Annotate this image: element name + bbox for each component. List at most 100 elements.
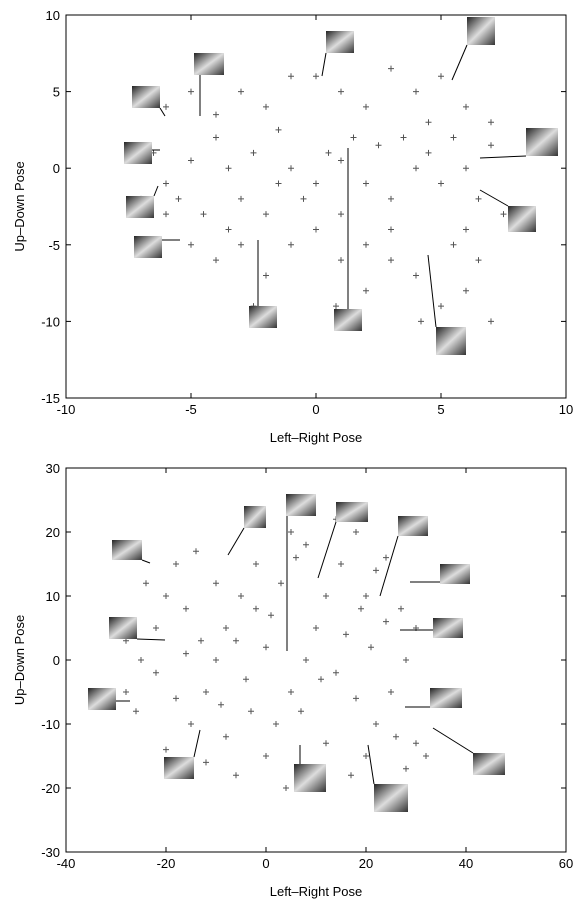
- point: [268, 612, 274, 619]
- point: [363, 241, 369, 248]
- x-tick-label: 10: [559, 402, 573, 417]
- face-thumbnail: [398, 516, 428, 536]
- point: [238, 593, 244, 599]
- point: [438, 303, 444, 310]
- point: [263, 272, 269, 279]
- leader-line: [427, 254, 437, 328]
- leader-line: [317, 521, 337, 579]
- point: [375, 142, 382, 149]
- point: [288, 241, 294, 248]
- y-tick-label: -5: [48, 238, 60, 253]
- point: [338, 211, 344, 218]
- point: [263, 103, 269, 110]
- point: [450, 134, 457, 141]
- point: [388, 689, 394, 695]
- point: [388, 226, 394, 233]
- point: [188, 88, 194, 95]
- point: [163, 746, 169, 753]
- y-tick-label: 5: [53, 85, 60, 100]
- point: [188, 241, 194, 248]
- point: [338, 157, 344, 164]
- point: [278, 580, 284, 587]
- point: [233, 772, 239, 779]
- point: [383, 554, 389, 561]
- face-thumbnail: [126, 196, 154, 218]
- point: [273, 721, 279, 727]
- point: [463, 165, 469, 172]
- point: [393, 733, 399, 740]
- point: [488, 119, 494, 126]
- point: [423, 753, 429, 759]
- leader-line: [227, 527, 245, 556]
- point: [175, 195, 182, 202]
- face-thumbnail: [334, 309, 362, 331]
- point: [463, 287, 469, 294]
- point: [288, 165, 294, 172]
- point: [363, 753, 369, 759]
- point: [213, 657, 219, 663]
- point: [188, 157, 194, 164]
- point: [323, 593, 329, 599]
- point: [200, 211, 207, 218]
- point: [338, 561, 344, 567]
- face-thumbnail: [467, 17, 495, 45]
- point: [463, 103, 469, 110]
- face-thumbnail: [526, 128, 558, 156]
- y-tick-label: -10: [41, 314, 60, 329]
- point: [363, 287, 369, 294]
- point: [363, 103, 369, 110]
- point: [333, 669, 339, 676]
- face-thumbnail: [134, 236, 162, 258]
- point: [153, 625, 159, 631]
- leader-line: [159, 107, 166, 117]
- point: [438, 180, 444, 187]
- x-tick-label: 0: [312, 402, 319, 417]
- face-thumbnail: [440, 564, 470, 584]
- point: [373, 567, 379, 574]
- y-tick-label: 10: [46, 8, 60, 23]
- point: [253, 561, 259, 567]
- point: [203, 759, 209, 766]
- x-tick-label: 20: [359, 856, 373, 871]
- point: [183, 650, 189, 657]
- y-tick-label: 0: [53, 653, 60, 668]
- point: [343, 631, 349, 638]
- point: [413, 740, 419, 747]
- leader-line: [432, 727, 474, 754]
- point: [348, 772, 354, 779]
- leader-line: [321, 52, 327, 77]
- leader-line: [379, 535, 399, 597]
- face-thumbnail: [508, 206, 536, 232]
- point: [398, 605, 404, 612]
- point: [225, 165, 232, 172]
- y-tick-label: 0: [53, 161, 60, 176]
- point: [283, 785, 289, 791]
- point: [253, 605, 259, 612]
- face-thumbnail: [249, 306, 277, 328]
- face-thumbnail: [286, 494, 316, 516]
- leader-line: [141, 559, 151, 564]
- point: [288, 73, 294, 80]
- point: [203, 689, 209, 695]
- point: [188, 721, 194, 727]
- point: [163, 593, 169, 599]
- point: [425, 149, 432, 156]
- leader-line: [479, 189, 509, 207]
- leader-line: [451, 44, 468, 81]
- face-thumbnail: [374, 784, 408, 812]
- point: [250, 149, 257, 156]
- x-tick-label: 40: [459, 856, 473, 871]
- point: [350, 134, 357, 141]
- point: [338, 257, 344, 264]
- face-thumbnail: [336, 502, 368, 522]
- point: [363, 593, 369, 599]
- point: [413, 272, 419, 279]
- point: [363, 180, 369, 187]
- point: [425, 119, 432, 126]
- point: [163, 211, 169, 218]
- point: [313, 73, 319, 80]
- face-thumbnail: [88, 688, 116, 710]
- point: [238, 241, 244, 248]
- point: [313, 226, 319, 233]
- point: [303, 541, 309, 548]
